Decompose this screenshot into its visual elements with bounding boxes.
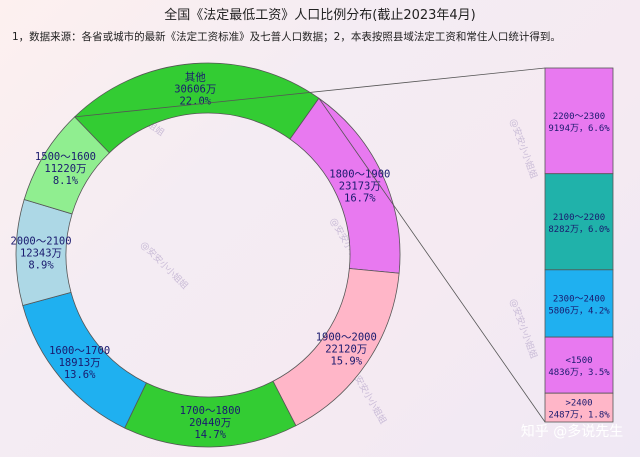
bar-segment-label: 2200～2300 <box>553 112 605 122</box>
brand-watermark: 知乎 @多说先生 <box>521 423 623 440</box>
slice-label: 13.6% <box>64 369 96 381</box>
slice-label: 其他 <box>185 70 206 83</box>
chart-subtitle: 1，数据来源：各省或城市的最新《法定工资标准》及七普人口数据；2，本表按照县域法… <box>12 30 561 43</box>
slice-label: 22120万 <box>325 344 367 356</box>
slice-label: 14.7% <box>194 429 226 441</box>
watermark-text: @安安小小姐姐 <box>507 297 540 360</box>
slice-label: 1800～1900 <box>329 168 390 180</box>
breakdown-bar: 2200～2300 9194万，6.6% 2100～2200 8282万，6.0% 23… <box>544 67 614 423</box>
slice-label: 22.0% <box>179 95 211 107</box>
connector-lines <box>74 67 546 423</box>
slice-label: 23173万 <box>339 180 381 192</box>
bar-segment-label: <1500 <box>565 356 592 366</box>
slice-label: 11220万 <box>44 163 86 175</box>
bar-segment <box>544 392 614 423</box>
bar-segment <box>544 269 614 338</box>
bar-segment-value: 9194万，6.6% <box>548 124 610 134</box>
slice-label: 16.7% <box>344 192 376 204</box>
bar-segment <box>544 67 614 175</box>
slice-label: 8.9% <box>28 260 54 272</box>
slice-label: 2000～2100 <box>10 236 71 248</box>
slice-label: 30606万 <box>174 83 216 95</box>
bar-segment <box>544 336 614 394</box>
bar-segment-label: 2100～2200 <box>553 213 605 223</box>
donut-slice <box>23 116 110 215</box>
slice-label: 18913万 <box>59 357 101 369</box>
bar-segment-value: 8282万，6.0% <box>548 225 610 235</box>
bar-segment <box>544 173 614 271</box>
watermark-text: @安安小小姐姐 <box>507 117 540 180</box>
slice-label: 20440万 <box>189 417 231 429</box>
bar-segment-label: 2300～2400 <box>553 294 605 304</box>
slice-label: 12343万 <box>20 248 62 260</box>
slice-label: 15.9% <box>330 356 362 368</box>
bar-segment-value: 2487万，1.8% <box>548 411 610 421</box>
bar-segment-value: 4836万，3.5% <box>548 368 610 378</box>
connector-line-top <box>74 67 546 118</box>
watermark-text: @安安小小姐姐 <box>138 239 191 292</box>
slice-label: 1600～1700 <box>49 345 110 357</box>
slice-label: 1500～1600 <box>35 151 96 163</box>
slice-label: 8.1% <box>53 175 79 187</box>
bar-segment-value: 5806万，4.2% <box>548 306 610 316</box>
chart-title: 全国《法定最低工资》人口比例分布(截止2023年4月) <box>164 7 476 23</box>
bar-segment-label: >2400 <box>565 399 592 409</box>
slice-label: 1700～1800 <box>180 405 241 417</box>
slice-label: 1900～2000 <box>316 332 377 344</box>
connector-line-bottom <box>318 98 546 423</box>
